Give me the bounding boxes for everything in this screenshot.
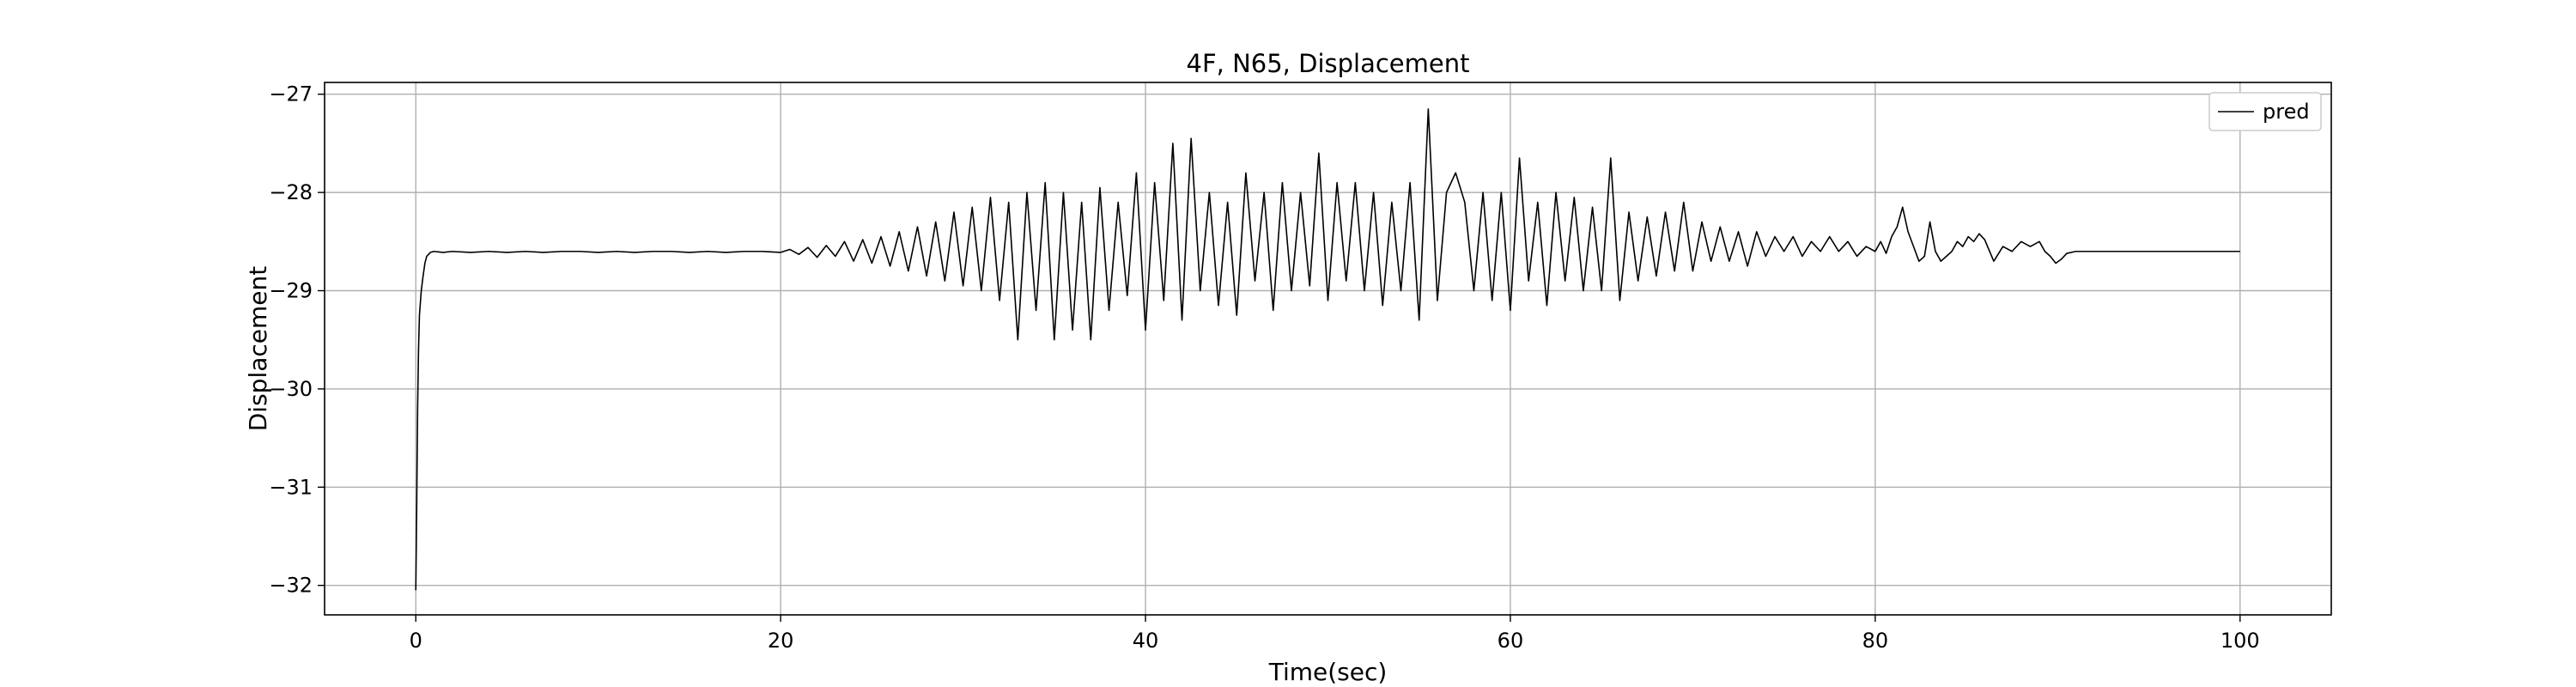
chart-title: 4F, N65, Displacement — [1187, 49, 1470, 78]
legend-box — [2208, 92, 2322, 131]
y-tick-label: −29 — [269, 279, 313, 303]
y-tick-label: −31 — [269, 475, 313, 499]
y-tick-label: −27 — [269, 82, 313, 106]
series-layer — [415, 108, 2240, 591]
x-tick-label: 0 — [410, 629, 422, 653]
x-axis-label: Time(sec) — [1268, 658, 1388, 686]
x-tick-label: 100 — [2221, 629, 2260, 653]
x-tick-label: 80 — [1862, 629, 1889, 653]
y-tick-label: −30 — [269, 377, 313, 401]
legend: pred — [2208, 92, 2322, 131]
plot-area-frame — [324, 82, 2332, 616]
axis-ticks: 0 20 40 60 80 100 −32 −31 −30 −29 −28 −27 — [269, 82, 2259, 653]
y-axis-label: Displacement — [244, 266, 272, 432]
x-tick-label: 60 — [1498, 629, 1524, 653]
x-tick-label: 20 — [768, 629, 794, 653]
y-tick-label: −32 — [269, 574, 313, 598]
grid-lines — [325, 82, 2331, 615]
y-tick-label: −28 — [269, 180, 313, 204]
x-tick-label: 40 — [1133, 629, 1159, 653]
legend-label-pred: pred — [2263, 100, 2310, 124]
series-line-pred — [415, 108, 2240, 591]
